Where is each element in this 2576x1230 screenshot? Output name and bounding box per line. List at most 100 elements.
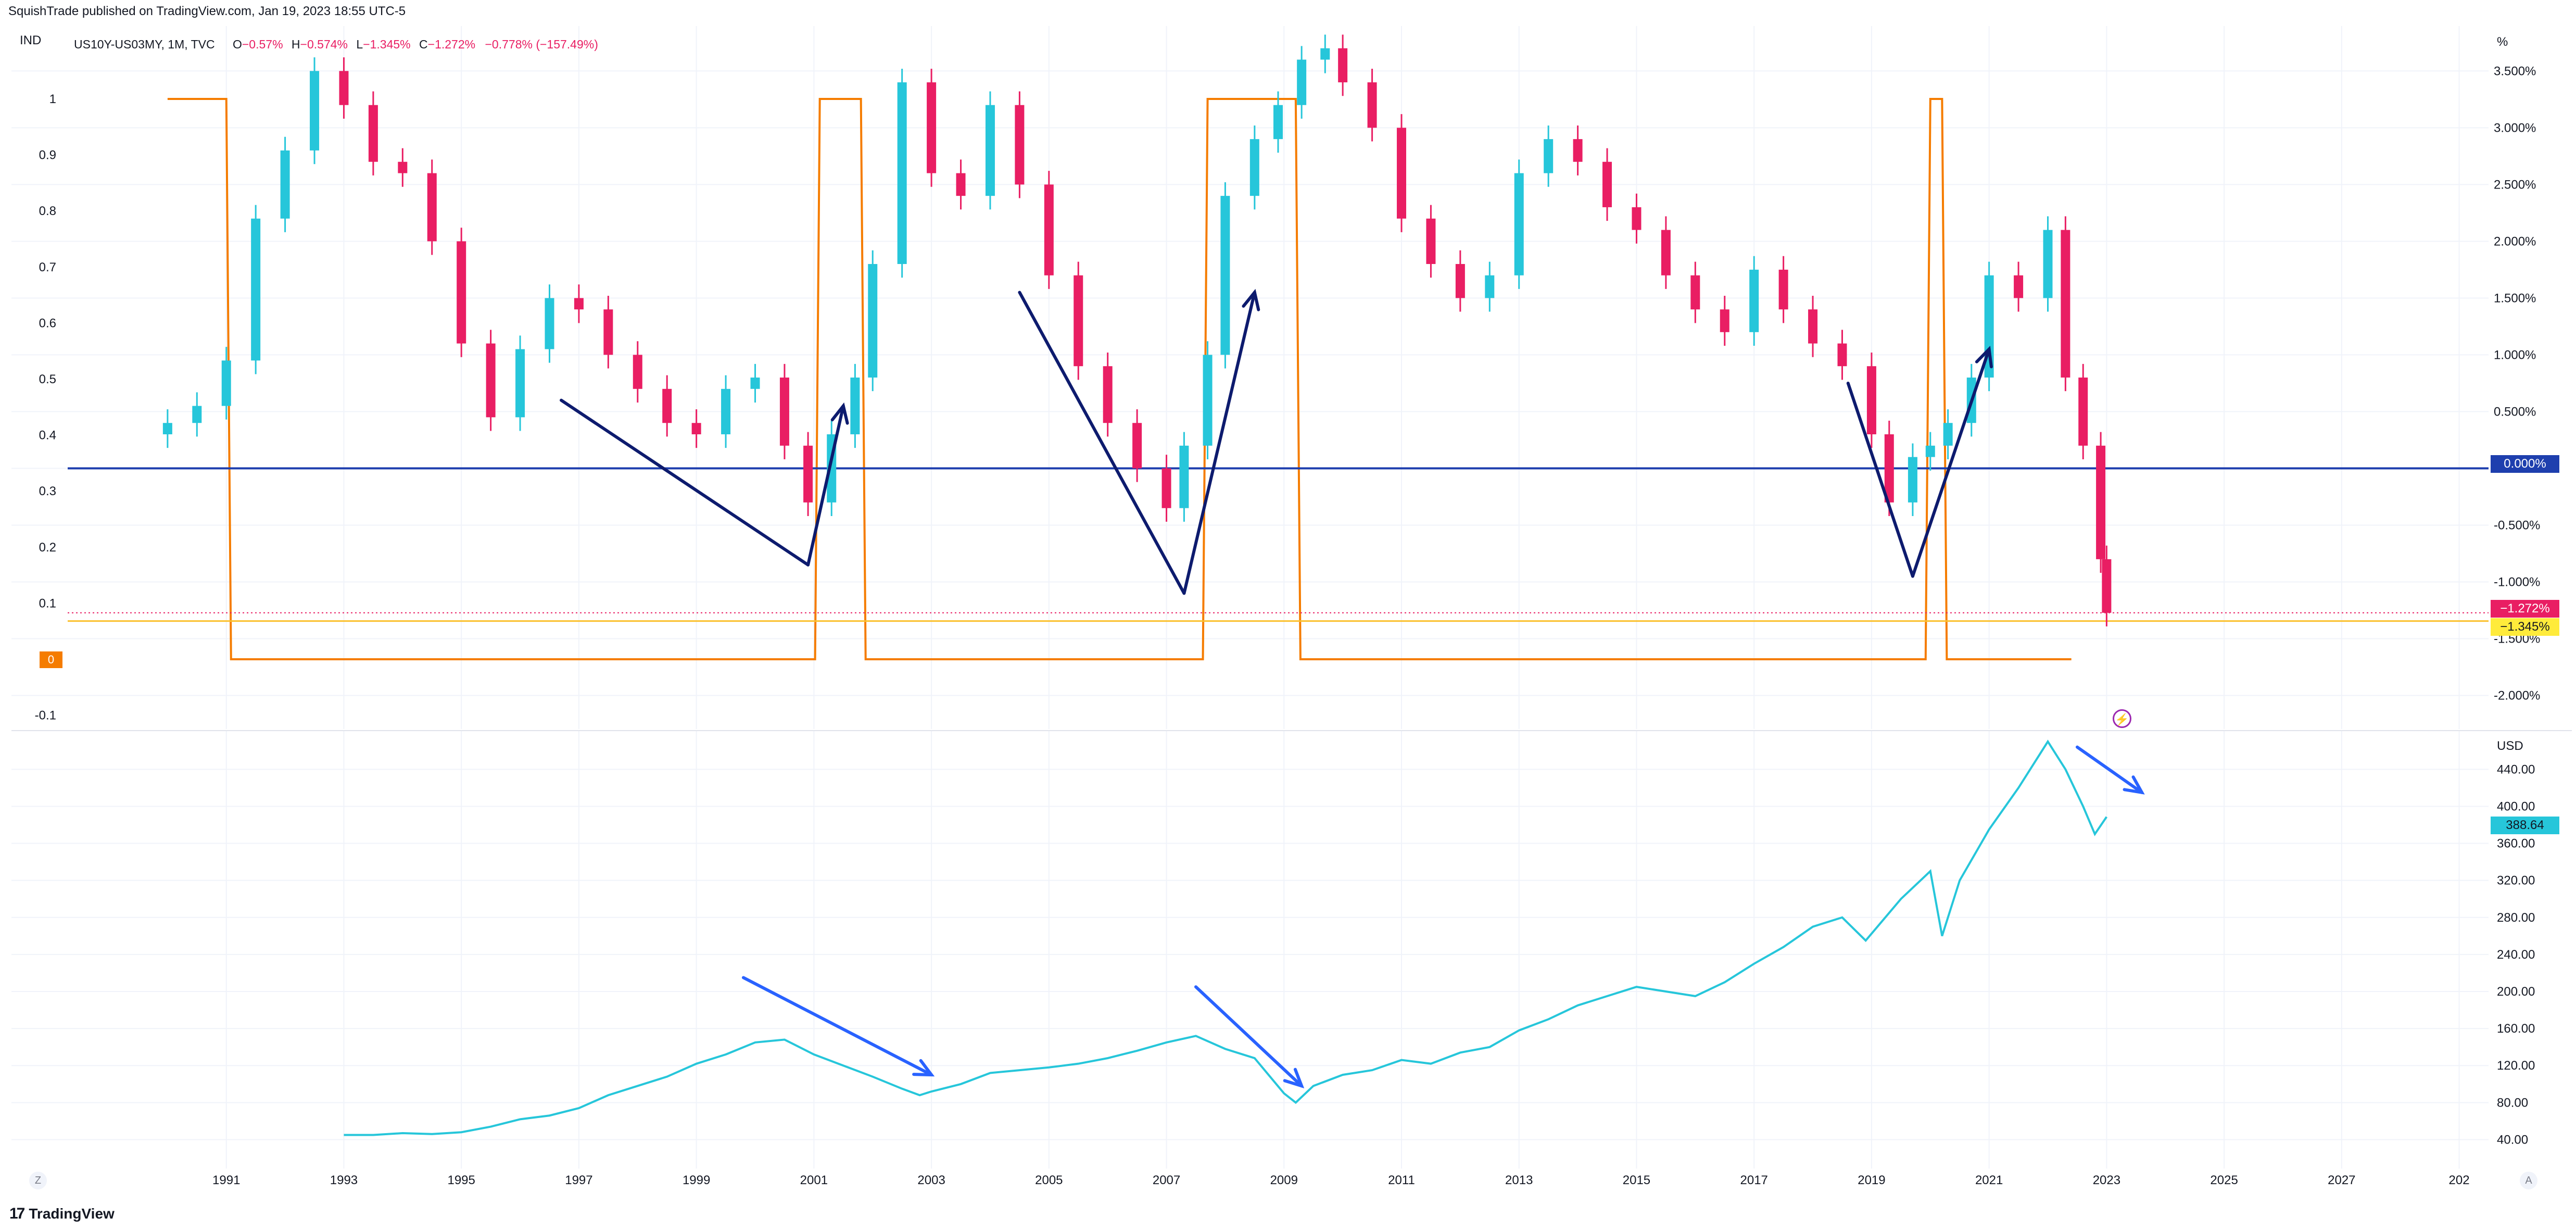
candle-body [1720,309,1729,332]
right-axis-tick-label: 280.00 [2497,911,2535,925]
candle-body [192,406,202,423]
decline-annotation-arrow-head [2123,775,2145,795]
candle-body [1132,423,1142,469]
lightning-icon[interactable]: ⚡ [2113,709,2131,728]
left-axis-tick-label: 0.3 [39,484,56,498]
time-axis-tick-label: 1999 [683,1173,710,1187]
spx-price-tag: 388.64 [2491,817,2559,834]
candle-body [803,445,813,503]
tradingview-brand[interactable]: 17 TradingView [9,1205,115,1223]
time-axis-tick-label: 2009 [1270,1173,1298,1187]
symbol-legend[interactable]: US10Y-US03MY, 1M, TVC O−0.57% H−0.574% L… [74,37,598,52]
candle-body [2096,445,2106,559]
candle-body [868,263,878,378]
candle-body [985,105,995,196]
time-axis-tick-label: 1995 [447,1173,475,1187]
candle-body [1273,105,1283,140]
right-axis-tick-label: 1.500% [2494,291,2536,305]
candle-body [1808,309,1818,344]
left-axis-tick-label: -0.1 [35,709,56,723]
candle-body [1573,139,1583,162]
left-axis-tick-label: 1 [49,92,56,106]
candle-body [339,71,349,105]
legend-open-value: −0.57% [242,37,283,51]
candle-body [486,343,496,418]
candle-body [2043,230,2053,298]
time-axis-tick-label: 2015 [1623,1173,1650,1187]
candle-body [1514,173,1524,275]
candle-body [1602,161,1612,207]
candle-body [398,161,408,173]
legend-high-value: −0.574% [300,37,348,51]
left-axis-tick-label: 0.7 [39,260,56,274]
candle-body [251,218,261,361]
candle-body [1426,218,1436,264]
time-axis[interactable]: 1991 1993 1995 1997 1999 2001 2003 2005 2007 2009… [0,1169,2576,1193]
candle-body [1338,48,1348,83]
candle-body [1749,269,1759,332]
candle-body [927,82,937,173]
candle-body [1320,48,1330,60]
candle-body [221,360,231,406]
pane-divider[interactable] [11,730,2572,731]
time-axis-tick-label: 2027 [2328,1173,2355,1187]
candle-body [2102,559,2112,613]
spx-chart-pane[interactable]: 440.00 400.00 360.00 320.00 280.00 240.00 200.… [0,731,2576,1169]
time-axis-tick-label: 1997 [565,1173,592,1187]
decline-annotation-arrow [2075,745,2144,794]
time-axis-tick-label: 2013 [1505,1173,1533,1187]
candle-body [721,388,731,435]
candle-body [515,349,525,418]
auto-scale-a-button[interactable]: A [2520,1172,2537,1189]
uptrend-annotation-arrow [1911,347,1991,578]
candle-body [662,388,672,423]
time-axis-tick-label: 1993 [330,1173,358,1187]
decline-annotation-arrow [1194,985,1304,1088]
left-axis-tick-label: 0.2 [39,541,56,555]
right-axis-tick-label: 200.00 [2497,985,2535,999]
legend-high-label: H [291,37,300,51]
tradingview-logo-icon: 17 [9,1205,25,1222]
left-axis-tick-label: 0.6 [39,316,56,330]
right-axis-tick-label: 0.500% [2494,405,2536,419]
candle-body [1925,445,1935,457]
candle-body [1203,355,1213,446]
time-axis-tick-label: 2003 [917,1173,945,1187]
candle-body [1220,196,1230,355]
candle-body [1455,263,1465,298]
spread-chart-pane[interactable]: 3.500%3.000%2.500%2.000%1.500%1.000%0.50… [0,0,2576,731]
right-axis-tick-label: 160.00 [2497,1022,2535,1036]
auto-scale-z-button[interactable]: Z [29,1172,47,1189]
right-axis-tick-label: 360.00 [2497,837,2535,851]
spx-price-line [344,739,2108,1136]
candle-body [691,423,701,435]
time-axis-tick-label: 2021 [1975,1173,2003,1187]
candle-body [1161,468,1171,508]
candle-body [310,71,320,150]
time-axis-tick-label: 202 [2449,1173,2470,1187]
right-axis-unit: USD [2497,739,2523,753]
candle-body [574,298,584,310]
close-price-tag: −1.272% [2491,600,2559,618]
candle-body [2014,275,2024,298]
candle-body [1103,366,1113,423]
legend-open-label: O [232,37,242,51]
time-axis-tick-label: 2007 [1153,1173,1180,1187]
right-axis-tick-label: 320.00 [2497,874,2535,888]
indicator-zero-tag: 0 [40,651,62,668]
low-price-tag: −1.345% [2491,618,2559,636]
candle-body [280,150,290,219]
time-axis-tick-label: 2011 [1388,1173,1415,1187]
time-axis-tick-label: 2005 [1035,1173,1063,1187]
candle-body [1179,445,1189,508]
right-axis-tick-label: 80.00 [2497,1096,2528,1110]
right-axis-tick-label: 2.000% [2494,234,2536,248]
published-note: SquishTrade published on TradingView.com… [8,4,406,18]
candle-body [1044,184,1054,275]
downtrend-annotation-line [1846,381,1914,578]
candle-body [1367,82,1377,128]
candle-body [1297,59,1307,105]
right-axis-tick-label: -2.000% [2494,688,2540,702]
left-axis-tick-label: 0.1 [39,596,56,610]
uptrend-annotation-arrow [806,404,845,567]
